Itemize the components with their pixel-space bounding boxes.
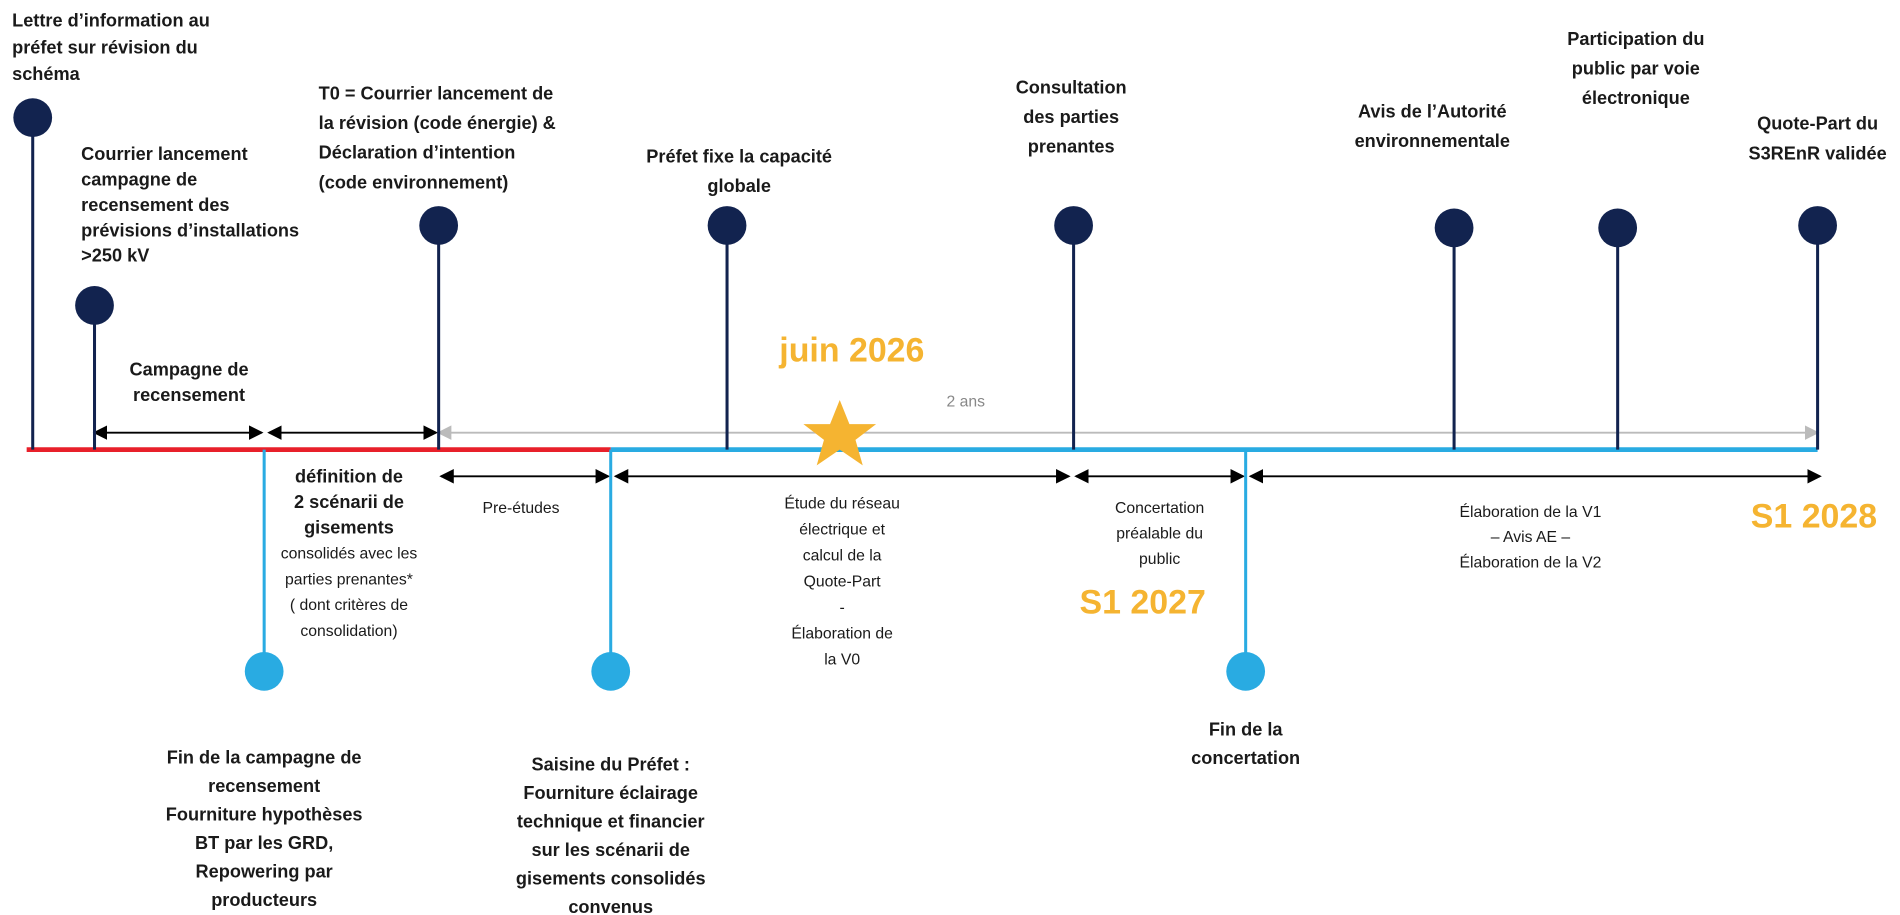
- label-line: Lettre d’information au: [12, 11, 210, 31]
- milestone-dot: [1598, 208, 1638, 248]
- label-line: prévisions d’installations: [81, 220, 299, 240]
- milestone-dot: [1798, 206, 1837, 245]
- label-line: Étude du réseau: [784, 493, 900, 512]
- date-label: S1 2027: [1080, 584, 1206, 622]
- duration-label: 2 ans: [946, 394, 985, 411]
- label-line: Fourniture hypothèses: [166, 804, 363, 824]
- label-line: recensement: [133, 385, 245, 405]
- label-line: concertation: [1191, 748, 1300, 768]
- label-line: 2 scénarii de: [294, 492, 404, 512]
- label-line: Quote-Part: [804, 573, 882, 590]
- date-label: S1 2028: [1751, 498, 1877, 536]
- label-line: consolidation): [300, 623, 397, 640]
- label-line: préfet sur révision du: [12, 37, 198, 57]
- label-line: Élaboration de la V1: [1459, 502, 1601, 521]
- label-line: (code environnement): [319, 172, 509, 192]
- label-line: Avis de l’Autorité: [1358, 102, 1507, 122]
- label-line: schéma: [12, 64, 81, 84]
- label-line: gisements: [304, 518, 394, 538]
- label-line: BT par les GRD,: [195, 833, 333, 853]
- label-line: Participation du: [1567, 29, 1704, 49]
- label-line: Déclaration d’intention: [319, 143, 516, 163]
- label-line: T0 = Courrier lancement de: [319, 83, 554, 103]
- label-line: Élaboration de la V2: [1459, 553, 1601, 572]
- label-line: globale: [707, 176, 771, 196]
- phase-arrows: [92, 425, 1822, 484]
- label-line: Courrier lancement: [81, 144, 247, 164]
- label-line: Fin de la: [1209, 720, 1284, 740]
- label-line: environnementale: [1355, 131, 1510, 151]
- label-line: Repowering par: [196, 861, 333, 881]
- label-line: Quote-Part du: [1757, 114, 1878, 134]
- label-line: électrique et: [799, 521, 885, 538]
- label-line: recensement: [208, 776, 320, 796]
- label-line: >250 kV: [81, 246, 149, 266]
- label-line: recensement des: [81, 195, 229, 215]
- milestone-dot: [707, 206, 747, 245]
- milestone-dot: [591, 651, 631, 691]
- label-line: ( dont critères de: [290, 597, 408, 614]
- label-line: public: [1139, 551, 1180, 568]
- label-line: Fin de la campagne de: [167, 747, 362, 767]
- milestone-dot: [1054, 206, 1093, 245]
- label-line: prenantes: [1028, 137, 1115, 157]
- label-line: – Avis AE –: [1491, 529, 1571, 546]
- date-label: juin 2026: [778, 332, 924, 370]
- star: [803, 399, 877, 466]
- label-line: -: [840, 600, 845, 617]
- label-line: électronique: [1582, 88, 1690, 108]
- label-line: consolidés avec les: [281, 546, 418, 563]
- label-line: producteurs: [211, 890, 317, 910]
- label-line: technique et financier: [517, 812, 705, 832]
- label-line: Élaboration de: [791, 624, 893, 643]
- label-line: la V0: [824, 652, 860, 669]
- label-line: campagne de: [81, 169, 197, 189]
- milestone-dot: [244, 651, 284, 691]
- label-line: Fourniture éclairage: [523, 783, 698, 803]
- label-line: gisements consolidés: [516, 869, 706, 889]
- label-line: la révision (code énergie) &: [319, 113, 556, 133]
- milestone-dot: [1434, 208, 1474, 248]
- label-line: des parties: [1023, 107, 1119, 127]
- milestone-dot: [1226, 651, 1266, 691]
- label-line: parties prenantes*: [285, 571, 413, 588]
- label-line: Pre-études: [483, 500, 560, 517]
- label-line: Saisine du Préfet :: [532, 755, 690, 775]
- milestone-dot: [13, 98, 53, 137]
- label-line: Campagne de: [129, 360, 248, 380]
- label-line: convenus: [568, 897, 653, 915]
- label-line: calcul de la: [803, 547, 882, 564]
- label-line: Concertation: [1115, 500, 1204, 517]
- label-line: préalable du: [1116, 526, 1203, 543]
- milestone-dot: [75, 286, 114, 325]
- label-line: S3REnR validée: [1748, 143, 1886, 163]
- label-line: Consultation: [1016, 77, 1127, 97]
- label-line: définition de: [295, 466, 403, 486]
- label-line: public par voie: [1572, 59, 1700, 79]
- milestone-dot: [419, 206, 459, 245]
- label-line: sur les scénarii de: [531, 840, 689, 860]
- label-line: Préfet fixe la capacité: [646, 146, 832, 166]
